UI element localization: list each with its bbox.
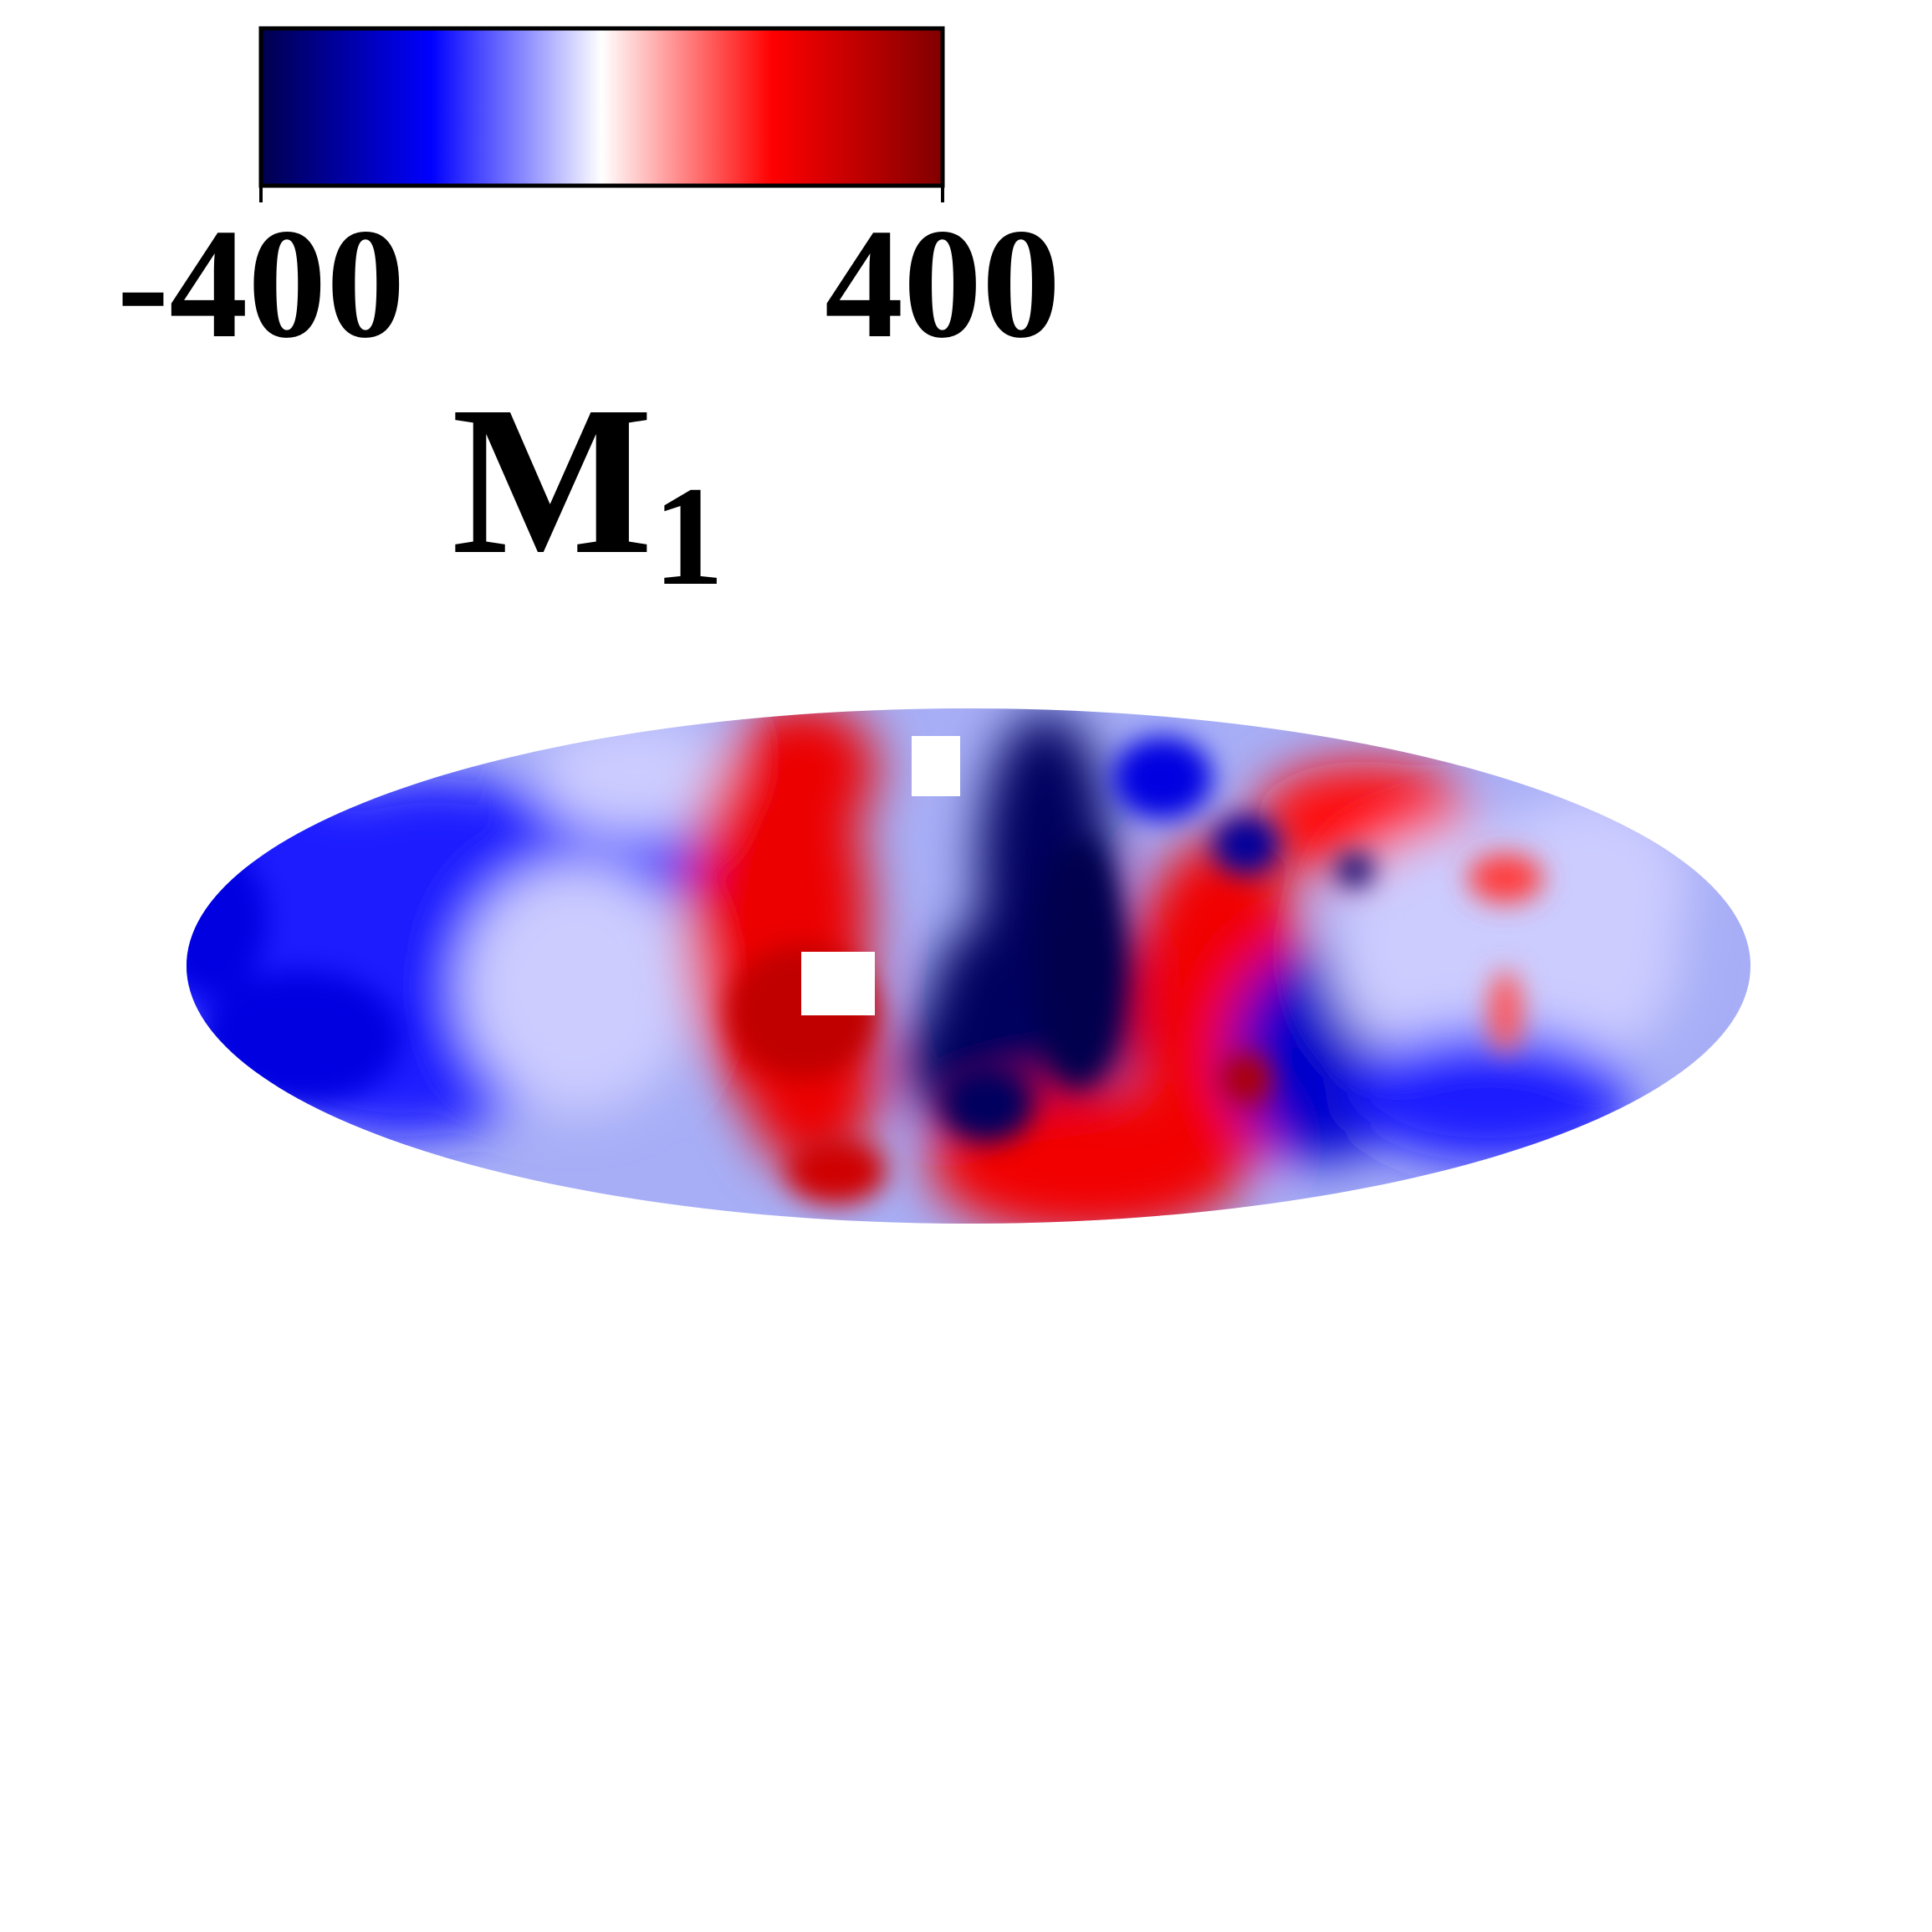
map-detail-western-blue-region (201, 970, 401, 1104)
masked-region-center (801, 952, 875, 1015)
map-detail-central-red-band (786, 1137, 887, 1204)
map-region-far-east-pale-region (535, 719, 736, 836)
colorbar-title-main: M (452, 363, 653, 599)
colorbar: -400 400 M1 (117, 26, 1061, 615)
colorbar-min-label: -400 (117, 196, 406, 371)
map-region-far-east-pale-region (460, 861, 694, 1112)
map-detail-eastern-blue-patch (1112, 736, 1213, 820)
map-region-central-red-band (728, 708, 878, 836)
map-detail-western-blue-region (187, 845, 268, 995)
map-region-western-blue-region (1347, 1029, 1631, 1163)
colorbar-title: M1 (452, 363, 724, 615)
colorbar-title-subscript: 1 (653, 457, 724, 615)
map-detail-central-deep-blue-trough (1033, 836, 1125, 1087)
map-detail-eastern-blue-patch (1213, 815, 1280, 874)
map-detail-northeast-red-patch (1489, 970, 1522, 1054)
masked-regions (801, 736, 960, 1015)
sky-map (187, 708, 1751, 1224)
map-detail-central-deep-blue-trough (941, 1066, 1033, 1142)
map-region-far-east-pale-region (1489, 795, 1689, 979)
colorbar-bar (258, 26, 945, 188)
colorbar-max-label: 400 (825, 196, 1061, 371)
masked-region-north (912, 736, 960, 796)
map-detail-northeast-red-patch (1468, 853, 1543, 903)
map-detail-southern-red-lobe (1221, 1054, 1271, 1104)
map-region-far-east-pale-region (1338, 845, 1489, 1029)
map-detail-eastern-blue-patch (1337, 853, 1373, 887)
